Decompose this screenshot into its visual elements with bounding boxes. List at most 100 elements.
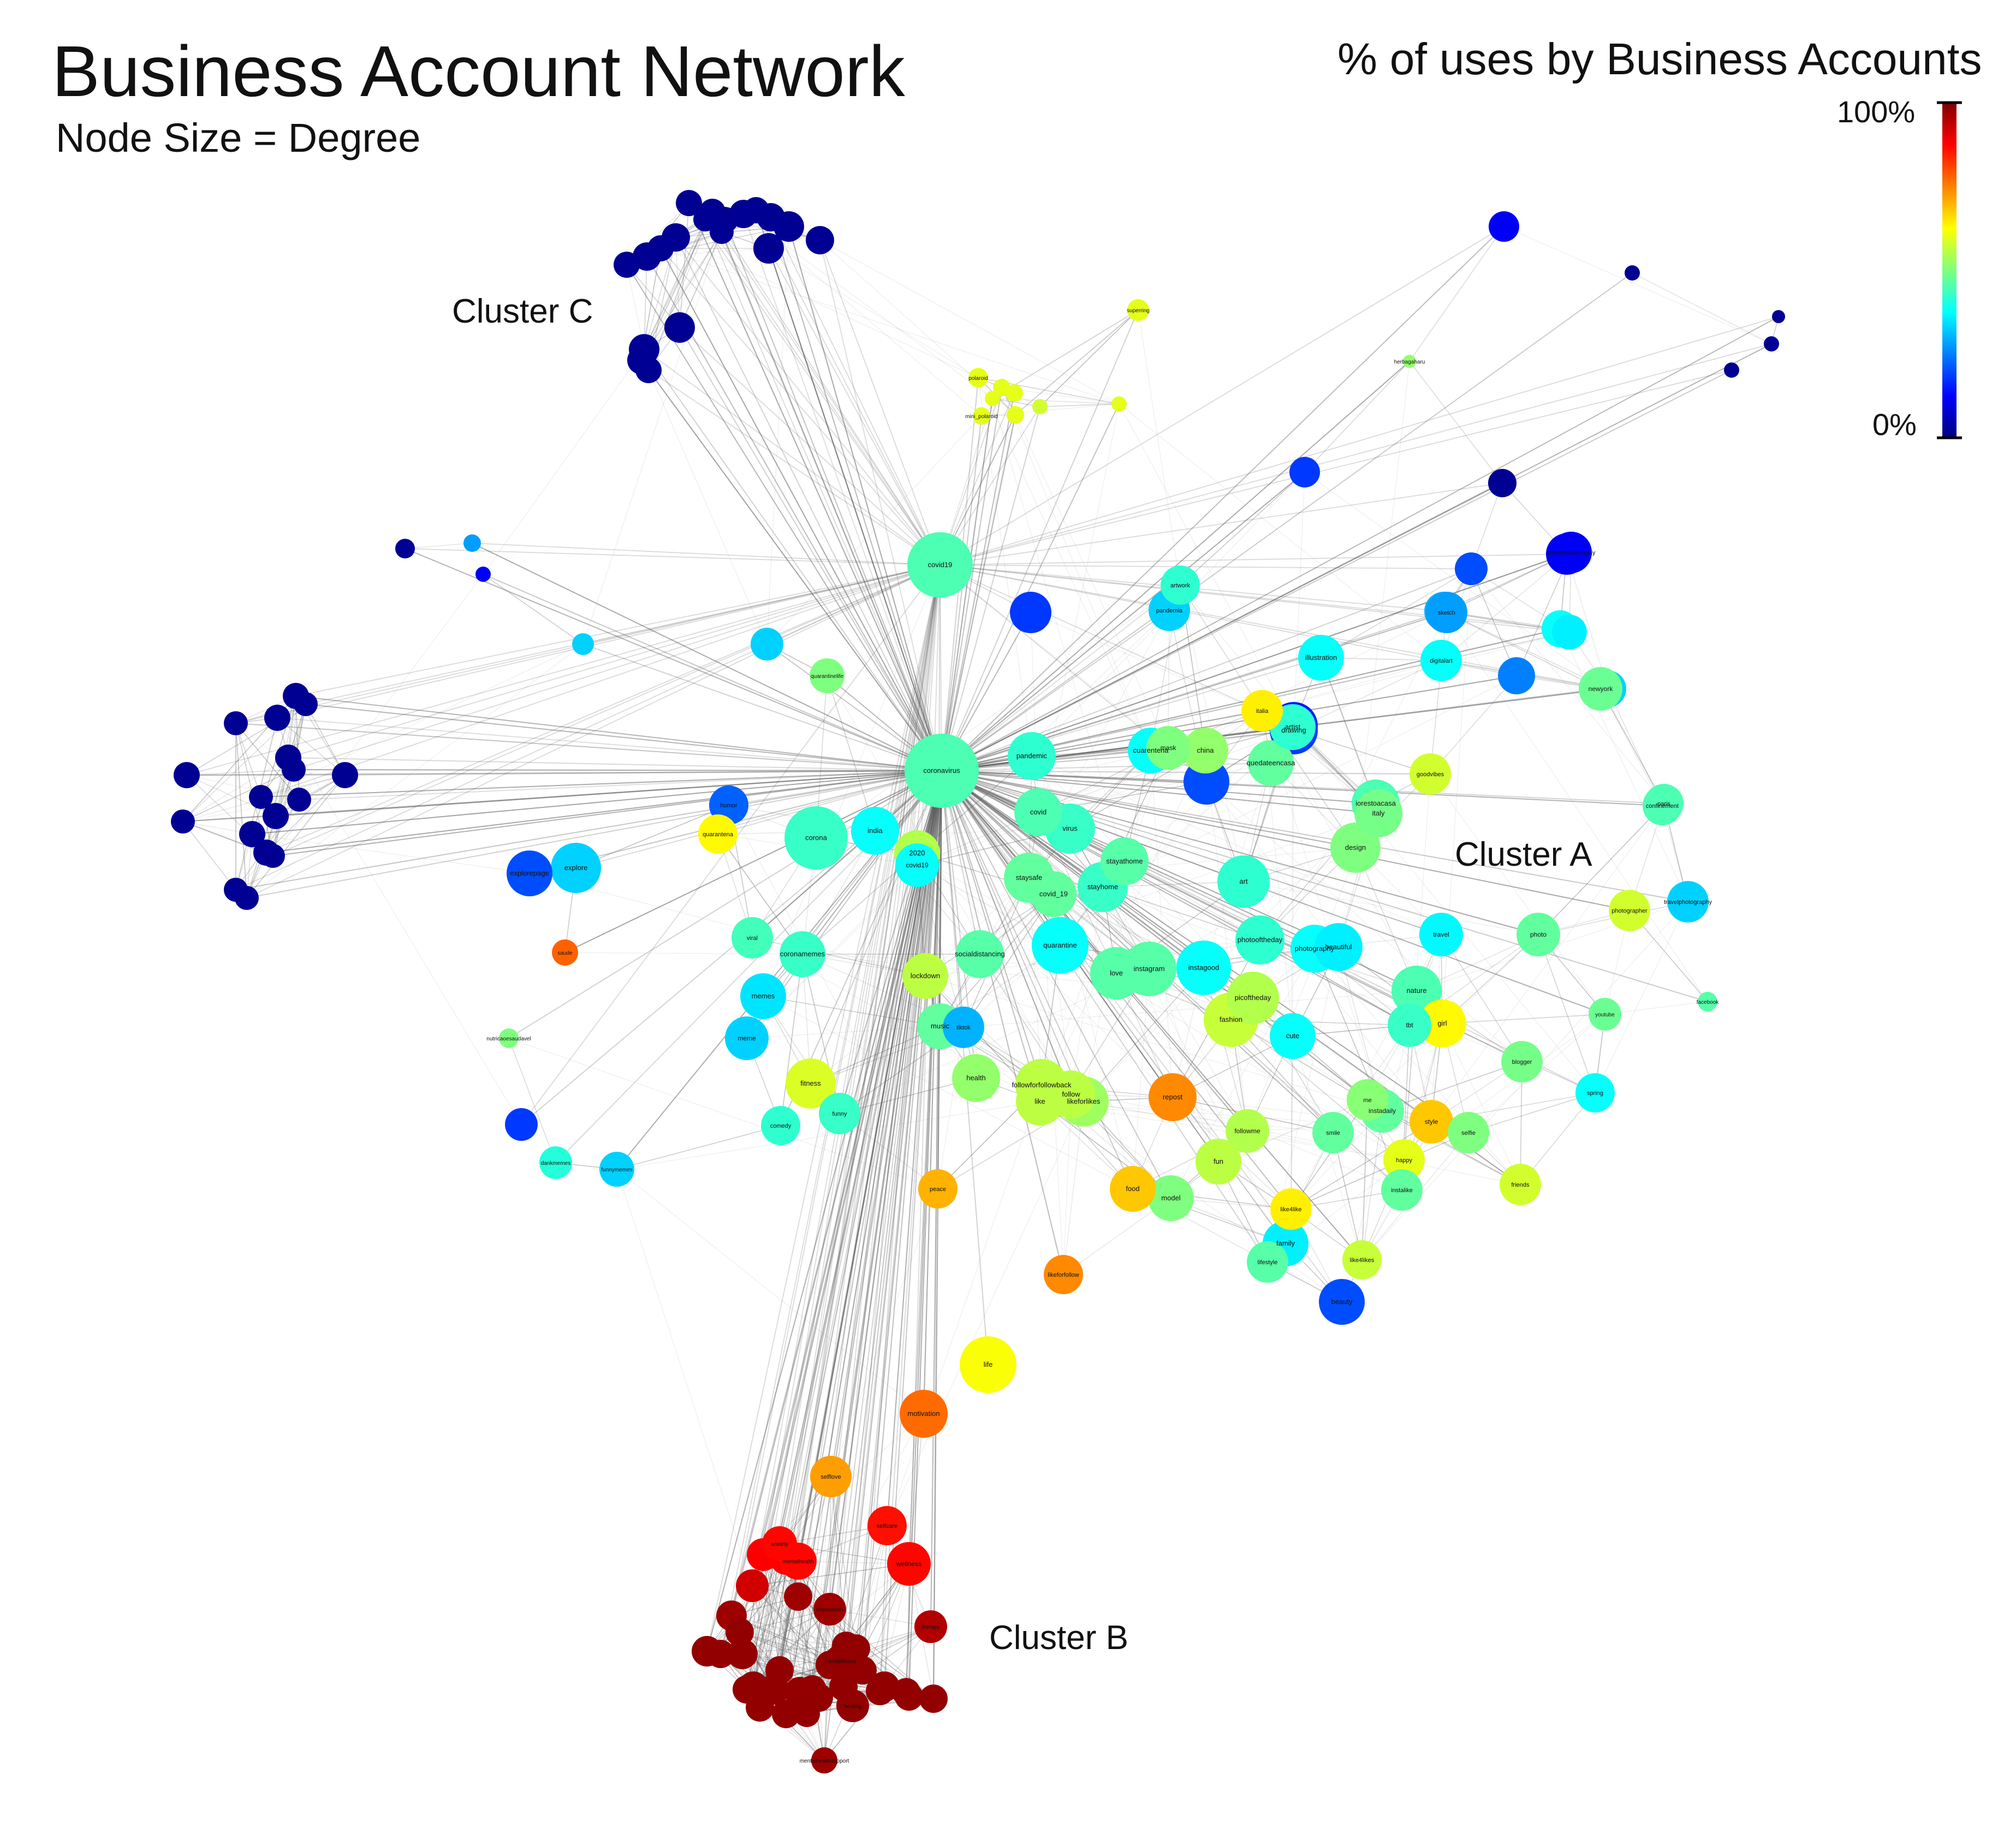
- edge: [731, 1615, 847, 1646]
- node: [1196, 1139, 1241, 1185]
- edge: [941, 472, 1305, 771]
- edge: [1039, 403, 1120, 407]
- node: [635, 357, 662, 383]
- node: [1517, 913, 1560, 956]
- edge: [887, 1101, 1084, 1526]
- node-label: life: [984, 1360, 993, 1368]
- edge: [770, 217, 941, 566]
- node: [664, 312, 695, 343]
- edge: [779, 1413, 924, 1544]
- node-label: meme: [738, 1034, 756, 1042]
- edge: [277, 717, 522, 1125]
- node: [1270, 1013, 1316, 1059]
- node: [599, 1152, 634, 1187]
- node: [1032, 399, 1048, 414]
- edge: [746, 1561, 799, 1690]
- node-label: style: [1425, 1118, 1438, 1126]
- edge: [941, 554, 1567, 771]
- edge: [235, 770, 942, 890]
- node-label: music: [931, 1022, 949, 1030]
- node: [727, 1639, 758, 1669]
- node: [572, 633, 594, 655]
- node-label: funny: [832, 1111, 847, 1117]
- edge: [743, 213, 993, 399]
- node-label: youtube: [1595, 1012, 1615, 1018]
- edge: [260, 775, 346, 798]
- edge: [1632, 272, 1772, 344]
- edge: [616, 1169, 753, 1586]
- node: [1182, 728, 1228, 773]
- edge: [780, 954, 803, 1126]
- edge: [1291, 727, 1293, 1210]
- node: [1667, 881, 1709, 923]
- edge: [1333, 1132, 1363, 1260]
- node-label: humor: [720, 802, 738, 809]
- edge: [779, 1563, 909, 1671]
- edge: [941, 406, 1040, 771]
- edge: [1168, 610, 1170, 748]
- edge: [1607, 688, 1663, 806]
- node: [1289, 457, 1320, 487]
- edge: [679, 203, 689, 328]
- edge: [941, 770, 1042, 1086]
- edge: [925, 975, 1383, 1111]
- edge: [763, 564, 941, 997]
- node: [1448, 1112, 1489, 1153]
- node-label: cuarentena: [1133, 746, 1169, 754]
- edge: [182, 799, 300, 822]
- node-label: corona: [805, 834, 828, 842]
- edge: [788, 226, 942, 771]
- edge: [1430, 612, 1447, 775]
- edge: [1431, 805, 1663, 1122]
- edge: [786, 770, 942, 1559]
- edge: [939, 564, 1517, 676]
- edge: [1293, 472, 1305, 727]
- edge: [939, 343, 1772, 566]
- node-label: italy: [1372, 809, 1385, 817]
- edge: [717, 834, 803, 955]
- node: [798, 1675, 826, 1704]
- node: [287, 788, 311, 812]
- edge: [846, 770, 942, 1646]
- edge: [246, 775, 346, 898]
- node: [1724, 362, 1739, 378]
- node-label: pandemia: [1156, 608, 1183, 614]
- edge: [819, 240, 1016, 415]
- node-label: family: [1276, 1239, 1295, 1247]
- edge: [1015, 310, 1139, 415]
- node-label: followforfollowback: [1012, 1081, 1072, 1089]
- edge: [706, 770, 942, 1652]
- node-label: spring: [1587, 1090, 1603, 1097]
- edge: [806, 770, 942, 1715]
- edge: [753, 1558, 787, 1687]
- node-label: streetphotography: [1547, 550, 1596, 556]
- node: [774, 211, 804, 242]
- node-label: like4likes: [1350, 1257, 1375, 1264]
- node: [902, 953, 948, 999]
- node: [171, 810, 195, 834]
- edge: [235, 723, 247, 898]
- node: [960, 1336, 1016, 1393]
- edge: [288, 564, 941, 758]
- node: [239, 821, 265, 847]
- node-label: model: [1161, 1194, 1181, 1202]
- node-label: saude: [557, 950, 573, 956]
- edge: [1503, 226, 1772, 344]
- node: [294, 692, 318, 716]
- node-label: photography: [1295, 944, 1335, 953]
- edge: [941, 770, 1363, 1260]
- node-label: photo: [1530, 931, 1547, 938]
- node: [1014, 788, 1062, 836]
- edge: [1292, 725, 1294, 1037]
- edge: [641, 211, 713, 361]
- edge: [246, 769, 294, 898]
- edge: [846, 1525, 888, 1646]
- node: [1498, 657, 1535, 694]
- edge: [305, 704, 942, 771]
- node-label: repost: [1163, 1093, 1183, 1101]
- node-label: polaroid: [968, 376, 988, 382]
- node: [1575, 1073, 1615, 1112]
- edge: [679, 327, 942, 771]
- node-label: fun: [1214, 1157, 1223, 1165]
- node-label: iorestoacasa: [1355, 799, 1396, 807]
